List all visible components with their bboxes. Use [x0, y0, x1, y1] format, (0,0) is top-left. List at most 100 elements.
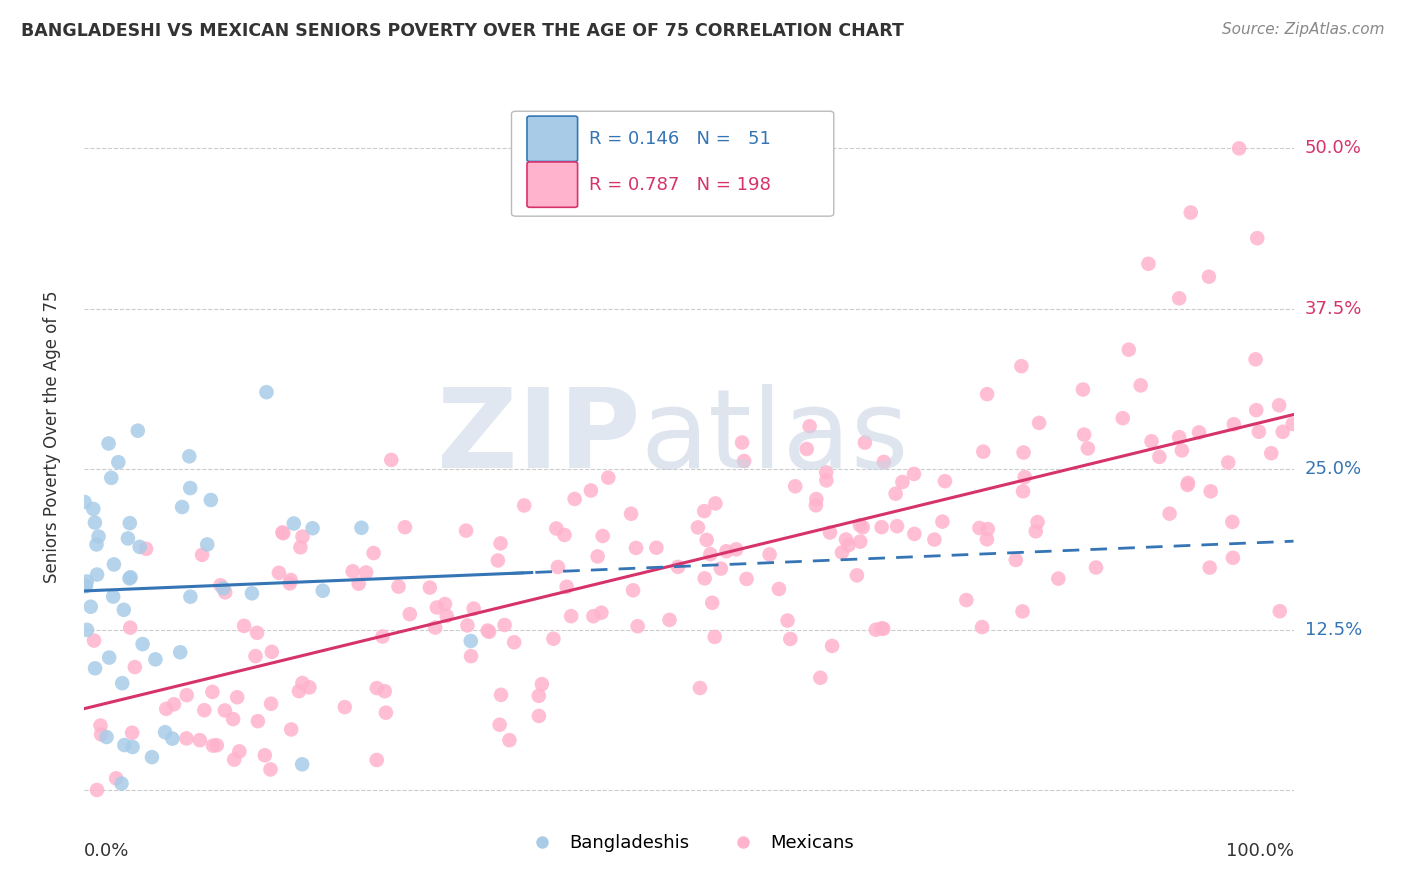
Point [838, 538, 860, 552]
Point [163, 697, 186, 711]
Point [460, 649, 482, 664]
Point [271, 525, 294, 540]
Point [366, 681, 388, 695]
Point [1198, 560, 1220, 574]
Point [872, 622, 894, 636]
Point [1140, 434, 1163, 449]
Point [191, 548, 214, 562]
Point [1010, 359, 1032, 373]
Point [498, 733, 520, 747]
Point [89, 718, 111, 732]
Point [477, 624, 499, 638]
Point [224, 753, 246, 767]
Text: Source: ZipAtlas.com: Source: ZipAtlas.com [1222, 22, 1385, 37]
Point [818, 525, 841, 540]
Point [83, 633, 105, 648]
Point [1168, 430, 1191, 444]
Point [86, 537, 108, 551]
Point [374, 706, 396, 720]
Point [513, 499, 536, 513]
Point [240, 586, 263, 600]
Point [169, 645, 191, 659]
Point [821, 639, 844, 653]
Point [1159, 507, 1181, 521]
Point [1188, 425, 1211, 440]
Point [75, 578, 97, 592]
Point [195, 537, 218, 551]
Text: 12.5%: 12.5% [1305, 621, 1362, 639]
Point [1012, 484, 1035, 499]
Point [564, 491, 586, 506]
Point [891, 475, 914, 489]
Point [105, 772, 128, 786]
Point [699, 547, 721, 561]
Y-axis label: Seniors Poverty Over the Age of 75: Seniors Poverty Over the Age of 75 [42, 291, 60, 583]
Point [1112, 411, 1135, 425]
Text: 50.0%: 50.0% [1305, 139, 1361, 157]
Point [486, 553, 509, 567]
Point [153, 725, 176, 739]
Point [86, 783, 108, 797]
Text: 0.0%: 0.0% [84, 842, 129, 860]
Point [592, 529, 614, 543]
Point [758, 547, 780, 561]
Point [176, 731, 198, 746]
Point [527, 709, 550, 723]
Point [205, 738, 228, 752]
Point [425, 621, 447, 635]
Point [689, 681, 711, 695]
Point [1118, 343, 1140, 357]
Point [121, 725, 143, 739]
Point [222, 712, 245, 726]
Point [852, 520, 875, 534]
Point [84, 661, 107, 675]
Point [419, 581, 441, 595]
Point [799, 419, 821, 434]
Point [488, 717, 510, 731]
Point [76, 574, 98, 589]
Point [118, 516, 141, 530]
Point [256, 385, 278, 400]
Point [90, 727, 112, 741]
Point [620, 507, 643, 521]
Point [398, 607, 420, 621]
Point [333, 700, 356, 714]
Point [141, 750, 163, 764]
Point [128, 540, 150, 554]
Text: ZIP: ZIP [437, 384, 641, 491]
Point [735, 572, 758, 586]
Point [489, 688, 512, 702]
Point [371, 630, 394, 644]
Point [693, 504, 716, 518]
Point [298, 681, 321, 695]
Text: R = 0.146   N =   51: R = 0.146 N = 51 [589, 130, 770, 148]
Point [716, 544, 738, 558]
Point [1028, 416, 1050, 430]
Point [131, 637, 153, 651]
Point [112, 603, 135, 617]
Point [291, 757, 314, 772]
Point [547, 560, 569, 574]
Point [796, 442, 818, 456]
Point [972, 444, 994, 458]
Point [886, 519, 908, 533]
Point [96, 730, 118, 744]
Point [100, 471, 122, 485]
Point [806, 491, 828, 506]
Point [111, 676, 134, 690]
Point [112, 738, 135, 752]
Point [350, 521, 373, 535]
Point [1199, 484, 1222, 499]
Point [110, 776, 132, 790]
Point [228, 744, 250, 758]
Point [870, 621, 893, 635]
Point [283, 516, 305, 531]
Text: atlas: atlas [641, 384, 910, 491]
Point [454, 524, 477, 538]
Point [1177, 478, 1199, 492]
Point [176, 688, 198, 702]
Point [733, 454, 755, 468]
Point [271, 526, 294, 541]
Point [1149, 450, 1171, 464]
Point [363, 546, 385, 560]
